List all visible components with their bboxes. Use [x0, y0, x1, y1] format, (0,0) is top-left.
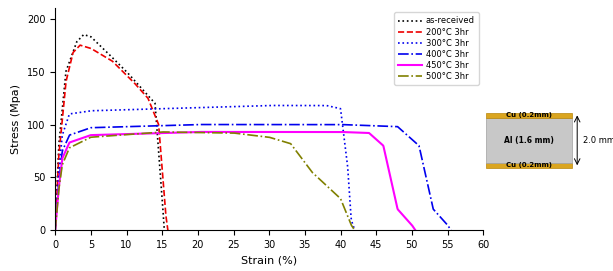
Y-axis label: Stress (Mpa): Stress (Mpa) [12, 84, 21, 154]
Bar [485, 163, 573, 168]
X-axis label: Strain (%): Strain (%) [241, 256, 297, 266]
Text: Al (1.6 mm): Al (1.6 mm) [504, 136, 554, 145]
Text: 2.0 mm: 2.0 mm [584, 136, 613, 145]
Bar [485, 118, 573, 163]
Legend: as-received, 200°C 3hr, 300°C 3hr, 400°C 3hr, 450°C 3hr, 500°C 3hr: as-received, 200°C 3hr, 300°C 3hr, 400°C… [394, 12, 479, 85]
Text: Cu (0.2mm): Cu (0.2mm) [506, 112, 552, 118]
Bar [485, 112, 573, 118]
Text: Cu (0.2mm): Cu (0.2mm) [506, 162, 552, 168]
